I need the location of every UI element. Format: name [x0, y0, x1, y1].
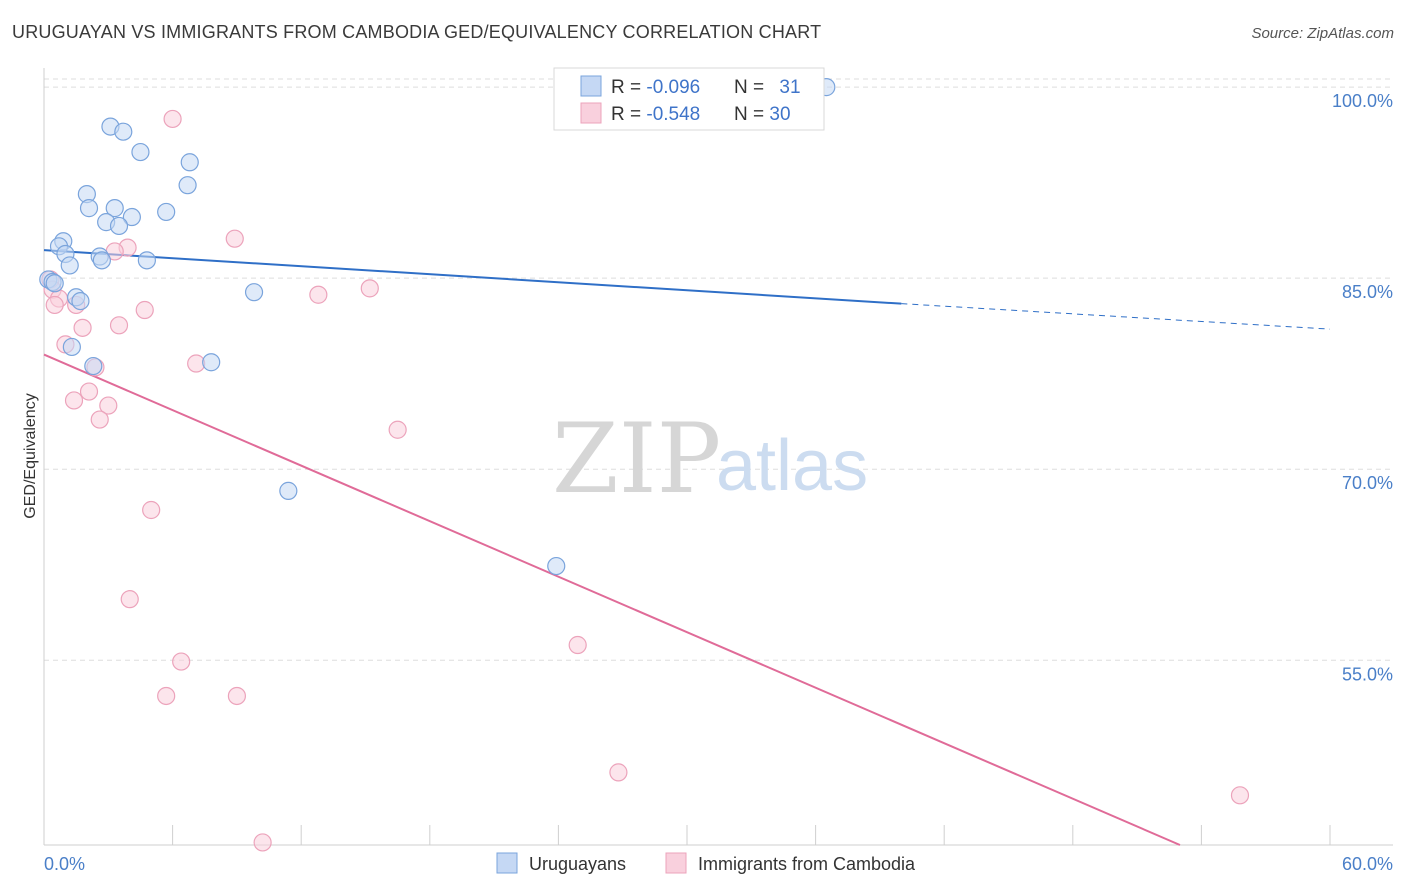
legend-n-label-1: N = — [734, 77, 769, 98]
trend-line-uruguayans-extension — [901, 303, 1331, 330]
point-uruguayans — [244, 283, 264, 302]
point-cambodia — [1230, 786, 1250, 805]
point-uruguayans — [178, 176, 197, 195]
chart-title: URUGUAYAN VS IMMIGRANTS FROM CAMBODIA GE… — [12, 22, 822, 42]
legend-r-label-2: R = — [611, 104, 646, 125]
watermark-zip: ZIP — [552, 403, 721, 515]
point-cambodia — [99, 396, 118, 415]
legend-bottom: Uruguayans Immigrants from Cambodia — [496, 852, 916, 874]
legend-n-label-2: N = — [734, 104, 769, 125]
point-cambodia — [90, 410, 109, 429]
point-cambodia — [609, 763, 628, 782]
point-uruguayans — [105, 199, 124, 218]
point-uruguayans — [92, 251, 111, 270]
legend-top: R = -0.096 N = 31 R = -0.548 N = 30 — [553, 67, 825, 131]
svg-text:R = -0.548: R = -0.548 — [611, 104, 700, 125]
point-uruguayans — [202, 353, 221, 372]
point-cambodia — [253, 833, 272, 852]
point-cambodia — [64, 391, 84, 410]
gridlines — [44, 78, 1393, 661]
point-uruguayans — [62, 337, 81, 357]
legend-n-value-2: 30 — [769, 104, 790, 125]
point-cambodia — [225, 229, 244, 248]
y-tick-label: 100.0% — [1332, 91, 1393, 111]
point-cambodia — [388, 420, 407, 439]
point-uruguayans — [547, 556, 566, 576]
point-cambodia — [163, 109, 182, 129]
source-label: Source: ZipAtlas.com — [1251, 25, 1394, 42]
svg-text:N = 30: N = 30 — [734, 104, 791, 125]
point-uruguayans — [279, 481, 298, 500]
legend-r-value-2: -0.548 — [646, 104, 700, 125]
watermark-atlas: atlas — [716, 426, 868, 506]
point-uruguayans — [84, 356, 103, 376]
trend-line-cambodia — [43, 353, 1181, 846]
y-tick-label: 70.0% — [1342, 473, 1393, 493]
point-cambodia — [157, 686, 176, 706]
legend-swatch-cambodia — [580, 102, 602, 124]
y-tick-labels: 100.0% 85.0% 70.0% 55.0% — [1332, 91, 1393, 684]
point-cambodia — [109, 316, 129, 335]
point-cambodia — [227, 686, 246, 706]
point-cambodia — [120, 590, 139, 609]
y-tick-label: 55.0% — [1342, 664, 1393, 684]
x-axis-ticks — [43, 825, 1331, 845]
y-tick-label: 85.0% — [1342, 282, 1393, 302]
x-tick-label-min: 0.0% — [44, 854, 85, 874]
point-uruguayans — [157, 202, 176, 222]
point-cambodia — [309, 285, 328, 304]
legend-swatch-uruguayans — [580, 75, 602, 97]
legend-r-value-1: -0.096 — [646, 77, 700, 98]
x-tick-label-max: 60.0% — [1342, 854, 1393, 874]
svg-text:N = 31: N = 31 — [734, 77, 801, 98]
trend-line-uruguayans — [43, 249, 902, 305]
point-cambodia — [568, 635, 587, 655]
point-uruguayans — [45, 274, 64, 293]
point-cambodia — [135, 300, 154, 320]
point-cambodia — [360, 279, 379, 298]
point-uruguayans — [71, 292, 90, 311]
point-uruguayans — [114, 122, 133, 141]
point-cambodia — [172, 652, 191, 671]
legend-r-label-1: R = — [611, 77, 646, 98]
legend-bottom-swatch-uruguayans — [496, 852, 518, 874]
point-cambodia — [142, 500, 161, 520]
legend-bottom-swatch-cambodia — [665, 852, 687, 874]
point-cambodia — [73, 318, 92, 337]
y-axis-label: GED/Equivalency — [22, 393, 39, 518]
point-uruguayans — [131, 142, 150, 162]
trend-lines — [43, 249, 1331, 846]
point-cambodia — [45, 295, 64, 315]
point-uruguayans — [122, 207, 141, 227]
svg-text:R = -0.096: R = -0.096 — [611, 77, 700, 98]
legend-bottom-label-uruguayans: Uruguayans — [529, 854, 626, 874]
point-uruguayans — [60, 256, 79, 275]
point-uruguayans — [137, 251, 156, 270]
point-uruguayans — [109, 216, 129, 236]
legend-bottom-label-cambodia: Immigrants from Cambodia — [698, 854, 916, 874]
point-uruguayans — [180, 153, 199, 172]
data-points — [39, 78, 1250, 852]
point-uruguayans — [79, 199, 99, 218]
legend-n-value-1: 31 — [779, 77, 800, 98]
point-cambodia — [187, 354, 206, 373]
point-cambodia — [79, 382, 99, 401]
